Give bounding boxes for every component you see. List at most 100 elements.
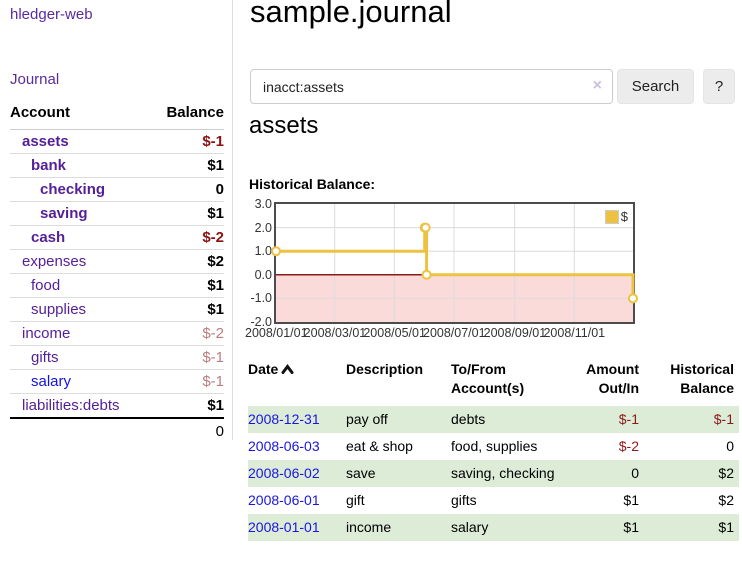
chart-plot-area: $ [271,202,638,324]
register-header-description[interactable]: Description [346,361,424,377]
account-link[interactable]: liabilities:debts [22,397,120,414]
account-link[interactable]: saving [40,205,88,222]
account-row: income $-2 [10,321,224,346]
account-row: salary $-1 [10,369,224,394]
register-header-amount[interactable]: Amount Out/In [586,361,639,396]
transaction-balance: $1 [718,519,734,535]
account-row: cash $-2 [10,225,224,250]
account-link[interactable]: assets [22,133,69,150]
account-balance: $1 [150,153,224,178]
sidebar-divider [232,0,233,440]
transaction-accounts: salary [451,519,489,535]
table-row: 2008-06-03 eat & shop food, supplies $-2 0 [248,433,739,460]
x-axis-tick-label: 2008/09/01 [483,326,547,340]
search-input[interactable] [251,70,593,103]
account-link[interactable]: supplies [31,301,87,318]
transaction-date-link[interactable]: 2008-06-03 [248,438,320,454]
account-link[interactable]: food [31,277,61,294]
account-link[interactable]: checking [40,181,106,198]
y-axis-tick-label: 1.0 [254,244,272,259]
account-row: liabilities:debts $1 [10,393,224,419]
account-heading: assets [249,112,319,139]
transaction-accounts: food, supplies [451,438,538,454]
account-balance: $1 [150,393,224,419]
account-link[interactable]: expenses [22,253,87,270]
y-axis-tick-label: -1.0 [250,291,272,306]
transaction-balance: $-1 [713,411,734,427]
x-axis-tick-label: 2008/11/01 [543,326,606,340]
account-balance: $-1 [150,369,224,394]
account-row: bank $1 [10,153,224,178]
search-row: × Search ? [250,69,736,104]
transaction-amount: $-2 [618,438,639,454]
account-balance: $-2 [150,321,224,346]
account-balance: $-2 [150,225,224,250]
search-box: × [250,69,613,104]
transaction-description: eat & shop [346,438,413,454]
transaction-description: gift [346,492,365,508]
account-link[interactable]: salary [31,373,72,390]
y-axis-tick-label: 2.0 [254,220,272,235]
transaction-description: save [346,465,376,481]
account-table-header: Account Balance [10,100,224,130]
register-header-accounts[interactable]: To/From Account(s) [451,361,525,396]
x-axis-tick-label: 2008/01/01 [245,326,308,340]
y-axis-tick-label: 3.0 [254,197,272,211]
x-axis-tick-label: 2008/07/01 [423,326,486,340]
transaction-date-link[interactable]: 2008-06-01 [248,492,320,508]
chart-legend: $ [602,208,630,225]
register-header-date[interactable]: Date [248,358,346,406]
account-link[interactable]: bank [31,157,67,174]
account-balance: $-1 [150,345,224,370]
legend-swatch-icon [604,209,619,224]
account-total-balance: 0 [215,423,224,440]
table-row: 2008-06-02 save saving, checking 0 $2 [248,460,739,487]
legend-label: $ [620,209,628,224]
register-header-balance[interactable]: Historical Balance [670,361,734,396]
account-link[interactable]: gifts [31,349,59,366]
account-balance-table: Account Balance assets $-1 bank $1 checking 0… [10,100,224,443]
account-row: food $1 [10,273,224,298]
account-balance: $2 [150,249,224,274]
transaction-amount: $-1 [618,411,639,427]
account-row: supplies $1 [10,297,224,322]
account-balance: 0 [150,177,224,202]
transaction-amount: 0 [631,465,639,481]
account-row: assets $-1 [10,129,224,154]
transaction-accounts: debts [451,411,486,427]
search-button[interactable]: Search [617,69,694,104]
register-header-row: Date Description To/From Account(s) Amou… [248,358,739,406]
account-row: gifts $-1 [10,345,224,370]
transaction-balance: $2 [718,465,734,481]
account-row: expenses $2 [10,249,224,274]
transaction-amount: $1 [623,492,639,508]
table-row: 2008-01-01 income salary $1 $1 [248,514,739,541]
app-title-link[interactable]: hledger-web [10,6,93,23]
clear-search-icon[interactable]: × [592,77,602,94]
sidebar-item-journal[interactable]: Journal [10,71,60,88]
transaction-balance: $2 [718,492,734,508]
account-row: saving $1 [10,201,224,226]
transaction-amount: $1 [623,519,639,535]
y-axis-tick-label: 0.0 [254,267,272,282]
account-balance: $-1 [150,129,224,154]
help-button[interactable]: ? [703,69,735,104]
account-link[interactable]: cash [31,229,66,246]
page-title: sample.journal [250,0,452,29]
y-axis-tick-label: -2.0 [250,315,272,329]
sort-ascending-icon [281,364,294,374]
account-total-row: 0 [10,418,224,443]
balance-column-header: Balance [150,100,224,130]
transaction-date-link[interactable]: 2008-12-31 [248,411,320,427]
account-balance: $1 [150,201,224,226]
x-axis-tick-label: 2008/03/01 [303,326,367,340]
transaction-description: income [346,519,392,535]
account-link[interactable]: income [22,325,71,342]
register-table: Date Description To/From Account(s) Amou… [248,358,739,541]
account-row: checking 0 [10,177,224,202]
transaction-date-link[interactable]: 2008-01-01 [248,519,320,535]
transaction-accounts: gifts [451,492,477,508]
transaction-description: pay off [346,411,388,427]
transaction-date-link[interactable]: 2008-06-02 [248,465,320,481]
x-axis-tick-label: 2008/05/01 [363,326,426,340]
